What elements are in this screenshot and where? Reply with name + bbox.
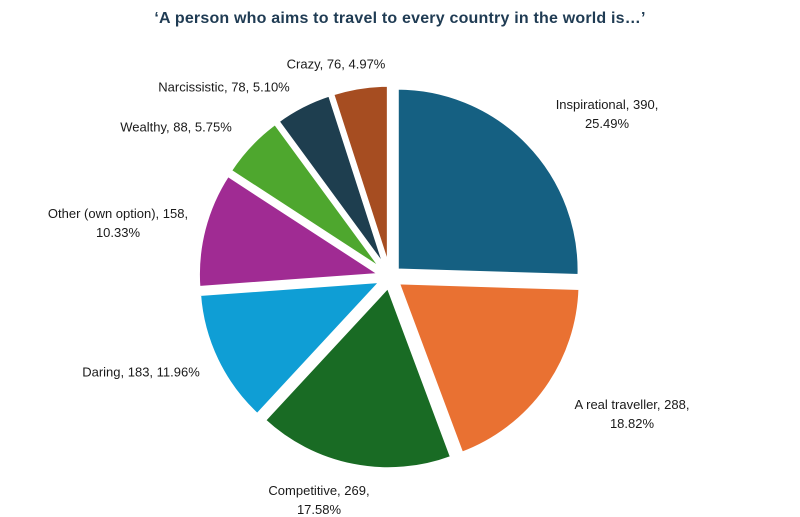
pie-slice-wealthy — [228, 121, 385, 272]
pie-slice-inspirational — [395, 86, 581, 278]
pie-slice-daring — [197, 279, 383, 417]
pie-slice-competitive — [262, 285, 454, 471]
pie-slice-a-real-traveller — [396, 281, 582, 455]
pie-slice-narcissistic — [276, 93, 388, 270]
chart-title: ‘A person who aims to travel to every co… — [154, 10, 646, 27]
pie-slice-crazy — [330, 83, 391, 269]
pie-slice-other-own-option — [196, 173, 382, 290]
